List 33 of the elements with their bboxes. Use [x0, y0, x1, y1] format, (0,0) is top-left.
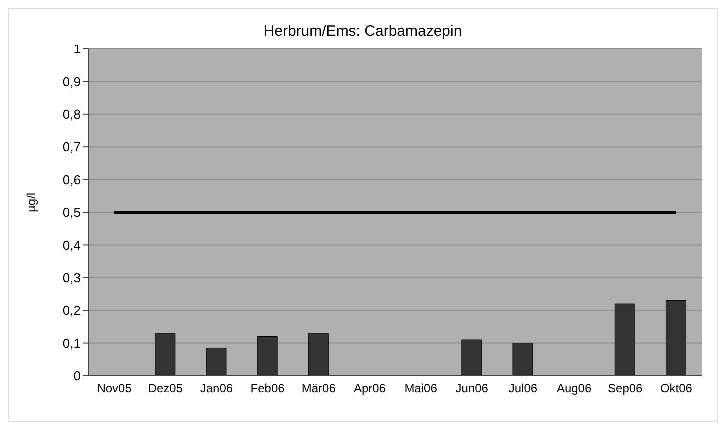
x-tick-label: Jul06 [508, 382, 538, 396]
x-tick-label: Dez05 [148, 382, 184, 396]
bar [206, 348, 227, 376]
y-tick-label: 0,1 [62, 336, 81, 351]
y-tick-label: 0,3 [62, 270, 81, 286]
x-tick-label: Mai06 [404, 382, 438, 396]
y-tick-label: 0,2 [62, 303, 81, 318]
x-tick-label: Feb06 [250, 382, 286, 396]
y-tick-label: 0,4 [62, 238, 81, 253]
bar [614, 304, 636, 376]
x-tick-label: Nov05 [97, 382, 132, 396]
x-tick-label: Jun06 [456, 382, 489, 396]
bar [308, 333, 329, 376]
x-tick-label: Aug06 [556, 382, 592, 396]
y-tick-label: 1 [74, 42, 81, 57]
x-tick-label: Okt06 [660, 382, 693, 396]
y-tick-label: 0,5 [62, 205, 81, 220]
y-tick-label: 0,6 [62, 172, 81, 188]
chart-title: Herbrum/Ems: Carbamazepin [264, 23, 462, 40]
x-tick-label: Mär06 [302, 382, 336, 396]
y-axis-title: µg/l [24, 192, 38, 212]
bar [155, 333, 176, 376]
bar [666, 300, 686, 376]
y-tick-label: 0,9 [62, 74, 81, 90]
x-tick-label: Sep06 [608, 382, 644, 396]
x-tick-label: Apr06 [354, 382, 386, 396]
y-tick-label: 0,8 [62, 107, 81, 122]
y-tick-label: 0 [74, 368, 81, 384]
y-tick-label: 0,7 [62, 140, 81, 155]
x-tick-label: Jan06 [200, 382, 234, 396]
bar [512, 343, 534, 376]
bar [257, 336, 278, 376]
bar [462, 340, 482, 376]
